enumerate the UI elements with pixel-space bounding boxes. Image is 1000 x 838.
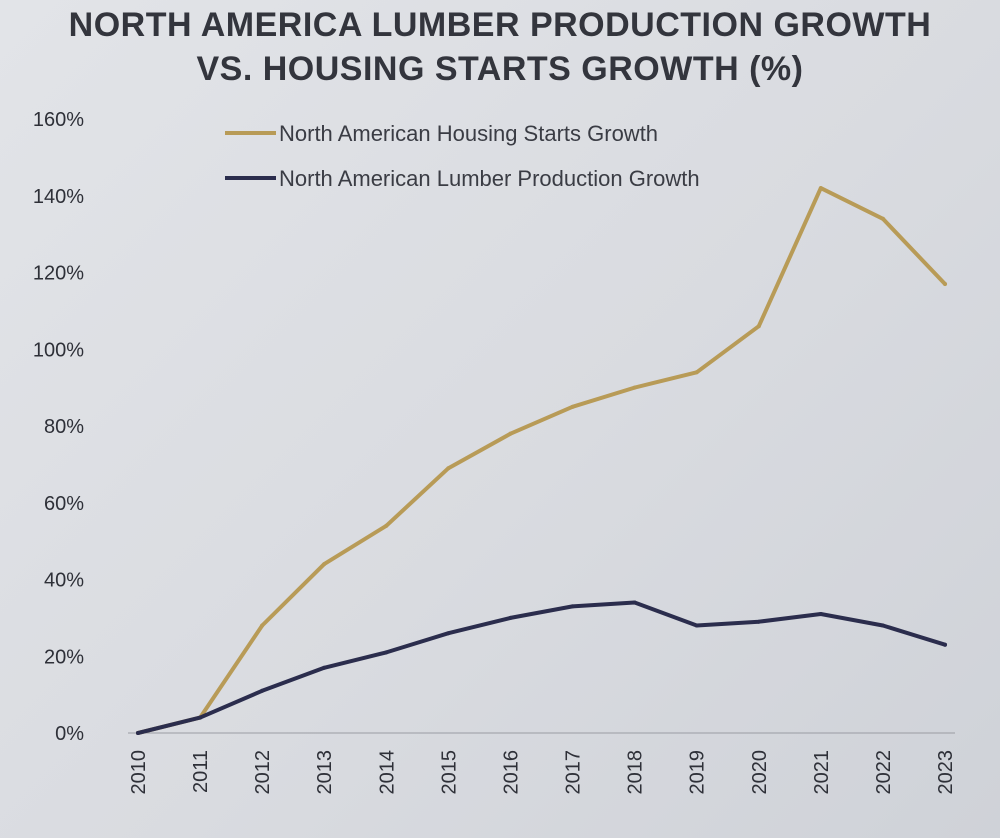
y-tick-label: 140% [33, 186, 84, 208]
y-tick-label: 100% [33, 339, 84, 361]
x-tick-label: 2012 [252, 750, 274, 795]
data-point [446, 466, 451, 471]
y-tick-label: 80% [44, 416, 84, 438]
x-tick-label: 2022 [873, 750, 895, 795]
data-point [756, 324, 761, 329]
y-tick-label: 40% [44, 570, 84, 592]
y-tick-label: 120% [33, 263, 84, 285]
x-tick-label: 2018 [625, 750, 647, 795]
data-point [570, 404, 575, 409]
series-1 [136, 186, 947, 735]
series-line [136, 600, 947, 735]
data-point [880, 216, 885, 221]
x-tick-label: 2021 [811, 750, 833, 795]
x-tick-label: 2014 [376, 750, 398, 795]
chart-title: NORTH AMERICA LUMBER PRODUCTION GROWTH [68, 6, 932, 44]
y-tick-label: 160% [33, 109, 84, 131]
data-point [880, 623, 885, 628]
x-tick-label: 2020 [749, 750, 771, 795]
data-point [818, 612, 823, 617]
legend-label: North American Lumber Production Growth [279, 166, 700, 191]
data-point [943, 282, 947, 287]
chart-subtitle: VS. HOUSING STARTS GROWTH (%) [196, 50, 804, 88]
x-tick-label: 2011 [190, 750, 212, 793]
data-point [446, 631, 451, 636]
data-point [260, 623, 265, 628]
x-tick-label: 2017 [563, 750, 585, 795]
data-point [384, 650, 389, 655]
x-tick-label: 2016 [500, 750, 522, 795]
x-axis: 2010 2011 2012 2013 2014 2015 2016 2017 2018 2019… [128, 732, 957, 795]
series-layer [136, 186, 947, 735]
data-point [508, 431, 513, 436]
data-point [384, 523, 389, 528]
data-point [570, 604, 575, 609]
y-tick-label: 0% [55, 723, 84, 745]
data-point [694, 370, 699, 375]
data-point [694, 623, 699, 628]
x-tick-label: 2023 [935, 750, 957, 795]
legend: North American Housing Starts Growth Nort… [225, 121, 700, 191]
data-point [322, 562, 327, 567]
data-point [632, 600, 637, 605]
series-2 [136, 600, 947, 735]
x-tick-label: 2019 [687, 750, 709, 795]
data-point [818, 186, 823, 191]
y-tick-label: 60% [44, 493, 84, 515]
data-point [198, 715, 203, 720]
data-point [136, 731, 140, 735]
x-tick-label: 2013 [314, 750, 336, 795]
data-point [943, 642, 947, 647]
series-line [136, 186, 947, 735]
data-point [632, 385, 637, 390]
data-point [322, 665, 327, 670]
data-point [756, 619, 761, 624]
y-tick-label: 20% [44, 646, 84, 668]
data-point [508, 615, 513, 620]
y-axis: 0% 20% 40% 60% 80% 100% 120% 140% 160% [33, 109, 84, 745]
x-tick-label: 2010 [128, 750, 150, 795]
legend-label: North American Housing Starts Growth [279, 121, 658, 146]
data-point [260, 688, 265, 693]
x-tick-label: 2015 [438, 750, 460, 795]
